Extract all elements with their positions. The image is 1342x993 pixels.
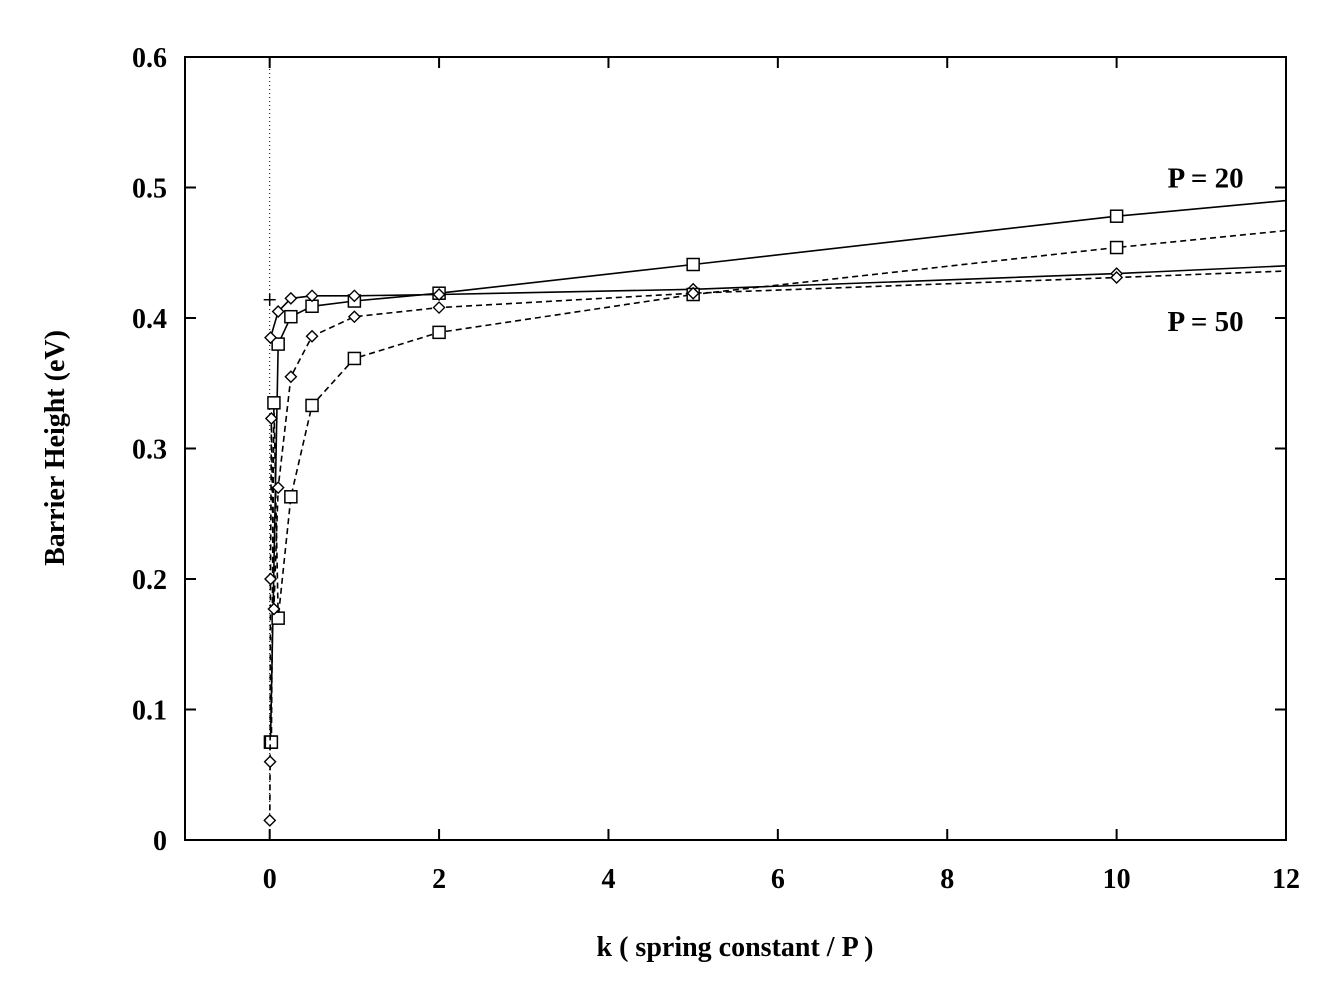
data-point bbox=[1109, 240, 1124, 255]
y-tick-label: 0.2 bbox=[132, 565, 167, 596]
data-point bbox=[686, 286, 700, 300]
data-point bbox=[347, 351, 362, 366]
y-tick-label: 0.3 bbox=[132, 435, 167, 466]
data-point bbox=[271, 611, 285, 625]
x-tick-label: 2 bbox=[432, 864, 446, 895]
data-point bbox=[264, 331, 278, 345]
data-point bbox=[264, 411, 278, 425]
data-point bbox=[284, 291, 298, 305]
data-point bbox=[284, 309, 298, 324]
data-point bbox=[432, 301, 446, 315]
y-axis-label: Barrier Height (eV) bbox=[40, 330, 71, 566]
x-axis-label: k ( spring constant / P ) bbox=[597, 932, 874, 963]
x-tick-label: 10 bbox=[1103, 864, 1131, 895]
series-layer bbox=[263, 199, 1287, 827]
annotation-p50: P = 50 bbox=[1167, 306, 1243, 338]
reference-layer bbox=[263, 293, 276, 306]
series-line bbox=[269, 199, 1287, 743]
data-point bbox=[271, 337, 285, 351]
data-point bbox=[432, 288, 446, 301]
y-tick-label: 0.1 bbox=[132, 696, 167, 727]
data-point bbox=[686, 257, 700, 272]
data-point bbox=[267, 602, 281, 616]
series-1 bbox=[264, 265, 1287, 345]
data-point bbox=[263, 755, 277, 769]
data-point bbox=[347, 310, 361, 324]
series-line bbox=[268, 270, 1287, 821]
x-tick-label: 0 bbox=[263, 864, 277, 895]
series-0 bbox=[263, 199, 1287, 749]
axis-ticks: 0 2 4 6 8 10 12 0 0.1 0.2 0.3 0.4 0.5 0.6 bbox=[132, 43, 1300, 895]
data-point bbox=[1110, 271, 1124, 285]
data-point bbox=[347, 289, 361, 303]
data-point bbox=[432, 325, 446, 340]
data-point bbox=[264, 735, 279, 749]
data-point bbox=[1109, 209, 1124, 223]
annotation-p20: P = 20 bbox=[1167, 163, 1243, 195]
series-line bbox=[270, 229, 1287, 743]
data-point bbox=[264, 572, 278, 586]
y-tick-label: 0.4 bbox=[132, 304, 167, 335]
x-tick-label: 8 bbox=[940, 864, 954, 895]
data-point bbox=[305, 329, 319, 343]
data-point bbox=[284, 370, 298, 384]
series-2 bbox=[263, 229, 1287, 749]
x-tick-label: 4 bbox=[601, 864, 615, 895]
plot-frame bbox=[184, 56, 1287, 841]
x-tick-label: 12 bbox=[1272, 864, 1300, 895]
data-point bbox=[263, 813, 277, 827]
data-point bbox=[271, 481, 285, 495]
data-point bbox=[305, 398, 319, 413]
y-tick-label: 0.6 bbox=[132, 43, 167, 74]
data-point bbox=[305, 289, 319, 303]
data-point bbox=[271, 304, 285, 318]
series-line bbox=[269, 265, 1287, 338]
data-point bbox=[284, 490, 298, 504]
y-tick-label: 0 bbox=[153, 826, 167, 857]
data-point bbox=[267, 396, 281, 410]
series-3 bbox=[263, 270, 1287, 827]
x-tick-label: 6 bbox=[771, 864, 785, 895]
y-tick-label: 0.5 bbox=[132, 174, 167, 205]
